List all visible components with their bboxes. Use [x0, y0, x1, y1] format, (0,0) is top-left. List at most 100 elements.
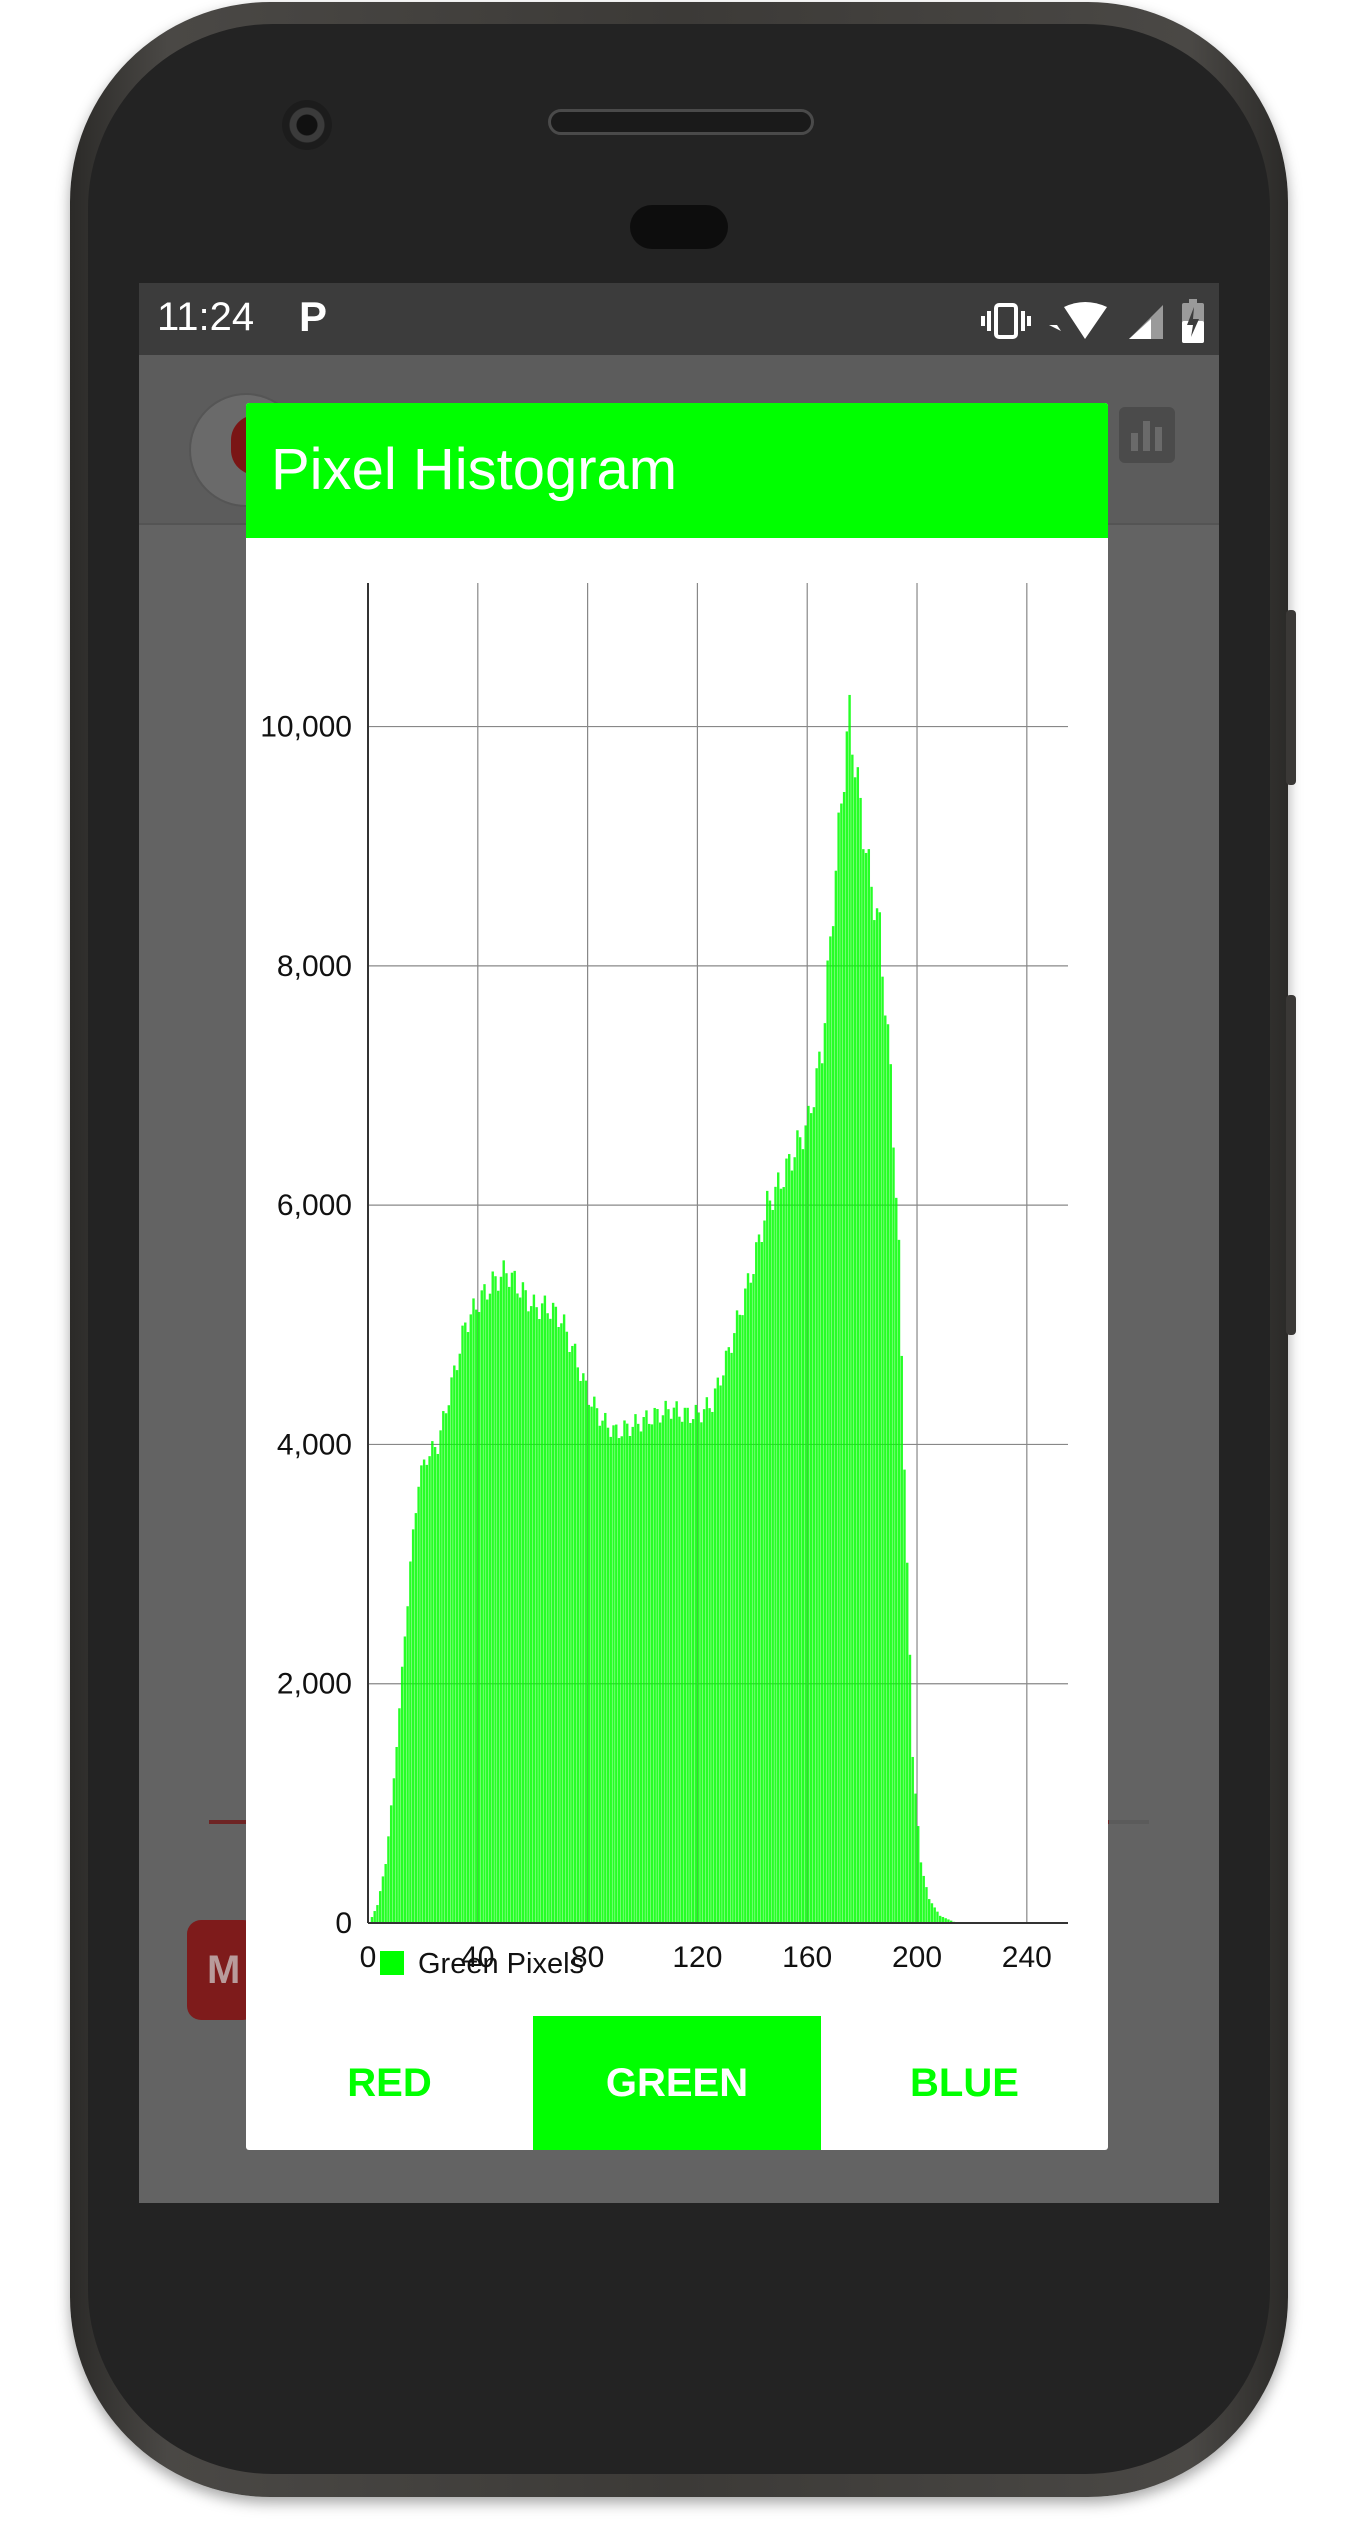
histogram-bar — [549, 1318, 552, 1923]
histogram-bar — [892, 1147, 895, 1923]
histogram-bar — [502, 1260, 505, 1923]
histogram-bar — [604, 1412, 607, 1923]
y-tick-label: 10,000 — [260, 711, 352, 744]
histogram-bar — [760, 1241, 763, 1923]
histogram-bar — [422, 1459, 426, 1923]
battery-icon — [1182, 299, 1204, 343]
histogram-bar — [771, 1209, 774, 1923]
histogram-bar — [414, 1513, 418, 1923]
histogram-bar — [373, 1911, 376, 1923]
histogram-bar — [411, 1529, 415, 1923]
histogram-bar — [395, 1746, 398, 1923]
histogram-bar — [529, 1306, 533, 1923]
histogram-bar — [634, 1414, 637, 1923]
y-tick-label: 6,000 — [277, 1189, 352, 1222]
histogram-bar — [606, 1427, 610, 1923]
tab-blue[interactable]: BLUE — [910, 2060, 1019, 2105]
histogram-bar — [637, 1423, 640, 1923]
histogram-bar — [809, 1113, 813, 1923]
histogram-bar — [516, 1293, 519, 1923]
channel-tabs: RED GREEN BLUE — [246, 2016, 1108, 2150]
histogram-bar — [458, 1353, 461, 1923]
histogram-bar — [524, 1290, 527, 1923]
histogram-bar — [807, 1105, 810, 1923]
tab-red[interactable]: RED — [347, 2060, 432, 2105]
histogram-bar — [889, 1064, 892, 1923]
histogram-bar — [928, 1899, 931, 1923]
histogram-bar — [626, 1423, 629, 1923]
histogram-bar — [675, 1401, 678, 1923]
histogram-bar — [774, 1186, 777, 1923]
histogram-bar — [878, 912, 881, 1923]
histogram-bar — [398, 1708, 401, 1923]
x-tick-label: 160 — [782, 1941, 832, 1974]
histogram-svg: 0 40 80 120 160 200 240 0 2,000 4,000 6,000 8,000 10… — [260, 583, 1068, 1980]
histogram-bar — [875, 908, 879, 1923]
histogram-bar — [450, 1377, 453, 1923]
histogram-bar — [897, 1239, 901, 1923]
histogram-bar — [370, 1917, 374, 1923]
histogram-bar — [683, 1407, 687, 1923]
histogram-bar — [903, 1469, 906, 1923]
tab-green[interactable]: GREEN — [533, 2016, 821, 2150]
histogram-bar — [667, 1409, 670, 1923]
histogram-bar — [911, 1756, 914, 1923]
histogram-bar — [565, 1331, 569, 1923]
histogram-bar — [917, 1826, 920, 1923]
histogram-bar — [686, 1407, 689, 1923]
histogram-bar — [763, 1220, 766, 1923]
histogram-bar — [672, 1407, 676, 1923]
histogram-bar — [862, 849, 865, 1923]
histogram-bar — [856, 767, 860, 1923]
histogram-bar — [933, 1907, 936, 1923]
histogram-bar — [601, 1420, 604, 1923]
histogram-bar — [521, 1282, 525, 1923]
histogram-bar — [615, 1424, 618, 1923]
histogram-bar — [848, 694, 851, 1923]
histogram-bar — [853, 777, 857, 1923]
histogram-bar — [384, 1864, 387, 1923]
histogram-bar — [779, 1188, 783, 1923]
histogram-bar — [812, 1107, 816, 1923]
histogram-bar — [820, 1063, 824, 1923]
histogram-bar — [472, 1298, 475, 1923]
histogram-bar — [859, 797, 862, 1923]
histogram-bar — [568, 1351, 571, 1923]
histogram-bar — [510, 1272, 514, 1923]
histogram-bar — [447, 1405, 451, 1923]
histogram-bar — [579, 1380, 582, 1923]
histogram-bar — [823, 1023, 827, 1923]
x-tick-label: 240 — [1002, 1941, 1052, 1974]
histogram-bar — [826, 960, 829, 1923]
histogram-bar — [620, 1436, 623, 1923]
histogram-bar — [727, 1347, 731, 1923]
histogram-bar — [631, 1426, 634, 1923]
histogram-bar — [831, 926, 835, 1923]
legend-label: Green Pixels — [418, 1948, 584, 1980]
histogram-bar — [691, 1419, 695, 1923]
histogram-bar — [713, 1388, 717, 1923]
histogram-bar — [488, 1293, 492, 1923]
proximity-sensor — [630, 205, 728, 249]
histogram-bar — [477, 1312, 481, 1923]
histogram-bar — [680, 1421, 684, 1923]
histogram-bar — [669, 1418, 673, 1923]
histogram-bar — [417, 1486, 420, 1923]
histogram-bar — [376, 1905, 379, 1923]
histogram-bar — [782, 1187, 785, 1923]
dialog-title: Pixel Histogram — [271, 437, 678, 502]
histogram-bar — [409, 1561, 412, 1923]
histogram-bar — [842, 792, 846, 1924]
histogram-bar — [508, 1286, 511, 1923]
y-tick-label: 8,000 — [277, 950, 352, 983]
histogram-bar — [639, 1431, 643, 1923]
histogram-bar — [735, 1310, 739, 1923]
histogram-bar — [466, 1332, 470, 1923]
histogram-bar — [711, 1411, 714, 1923]
histogram-bar — [697, 1412, 700, 1923]
histogram-bar — [546, 1313, 549, 1923]
histogram-bar — [798, 1137, 802, 1923]
histogram-dialog: Pixel Histogram 0 40 80 120 160 200 240 0 2,000 4… — [246, 403, 1108, 2150]
power-button — [1286, 610, 1296, 785]
histogram-bar — [590, 1406, 593, 1923]
